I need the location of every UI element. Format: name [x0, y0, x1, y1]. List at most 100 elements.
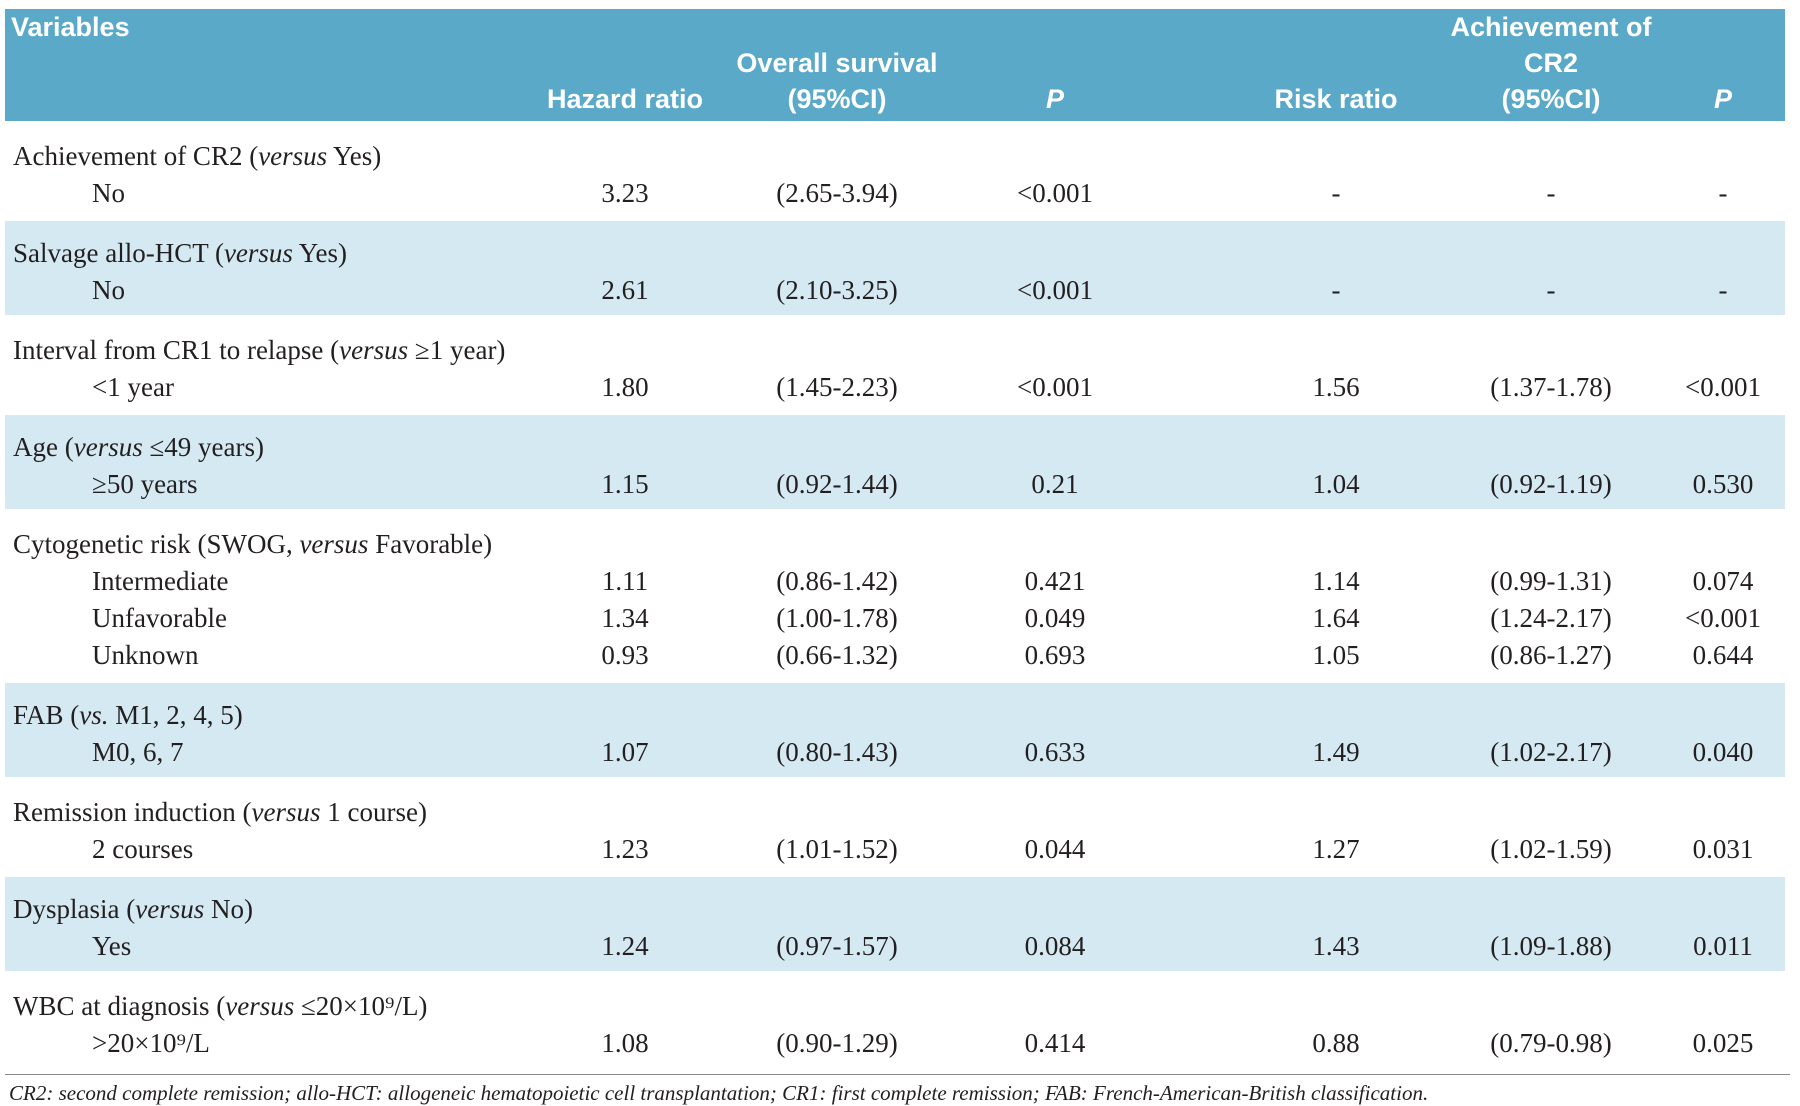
italic-text: versus [225, 991, 295, 1021]
cell: 0.693 [1024, 640, 1086, 670]
group-label: Dysplasia (versus No) [5, 875, 1785, 928]
data-row: Unfavorable 1.34 (1.00-1.78) 0.049 1.64 (1.24… [5, 600, 1785, 637]
cell: <0.001 [1685, 603, 1761, 633]
group-label: Age (versus ≤49 years) [5, 413, 1785, 466]
cell: (1.45-2.23) [776, 372, 898, 402]
cell: (0.66-1.32) [776, 640, 898, 670]
text: Age ( [13, 432, 74, 462]
header-cell [1151, 9, 1441, 81]
cell: 0.88 [1312, 1028, 1360, 1058]
header-cell [1661, 9, 1785, 81]
cell: 0.644 [1692, 640, 1754, 670]
variable-level: <1 year [92, 372, 174, 402]
cell: 0.084 [959, 928, 1151, 973]
cell: 0.421 [1024, 566, 1086, 596]
cell: 1.07 [535, 734, 715, 779]
italic-text: vs. [79, 700, 109, 730]
italic-text: versus [339, 335, 409, 365]
cell: 0.044 [1024, 834, 1086, 864]
text: FAB ( [13, 700, 80, 730]
cell: 1.80 [601, 372, 649, 402]
group-label: Cytogenetic risk (SWOG, versus Favorable… [5, 511, 1785, 564]
text: Cytogenetic risk (SWOG, [13, 529, 300, 559]
cell: 1.23 [601, 834, 649, 864]
variable-level: Intermediate [92, 566, 229, 596]
group-label-row: Dysplasia (versus No) [5, 875, 1785, 928]
group-label-row: Interval from CR1 to relapse (versus ≥1 … [5, 317, 1785, 370]
data-row: ≥50 years 1.15 (0.92-1.44) 0.21 1.04 (0.92-1.… [5, 466, 1785, 511]
cell: (0.99-1.31) [1490, 566, 1612, 596]
text: Salvage allo-HCT ( [13, 238, 224, 268]
text: ≥1 year) [408, 335, 506, 365]
cell: 1.05 [1312, 640, 1360, 670]
text: M1, 2, 4, 5) [108, 700, 243, 730]
text: No) [204, 894, 253, 924]
italic-text: versus [299, 529, 369, 559]
results-table: Variables Overall survival Achievement o… [5, 9, 1785, 1068]
table-container: Variables Overall survival Achievement o… [5, 9, 1790, 1106]
data-row: 2 courses 1.23 (1.01-1.52) 0.044 1.27 (1.02-1… [5, 831, 1785, 876]
header-cell: (95%CI) [715, 81, 959, 123]
table-header: Variables Overall survival Achievement o… [5, 9, 1785, 123]
variable-level: Yes [5, 928, 535, 973]
variable-level: Unknown [92, 640, 199, 670]
group-label-row: FAB (vs. M1, 2, 4, 5) [5, 681, 1785, 734]
footnote: CR2: second complete remission; allo-HCT… [5, 1074, 1790, 1106]
cell: 1.56 [1312, 372, 1360, 402]
group-label-row: Cytogenetic risk (SWOG, versus Favorable… [5, 511, 1785, 564]
data-row: <1 year 1.80 (1.45-2.23) <0.001 1.56 (1.37-1.… [5, 369, 1785, 414]
group-label-row: Salvage allo-HCT (versus Yes) [5, 219, 1785, 272]
row-group: Interval from CR1 to relapse (versus ≥1 … [5, 316, 1785, 414]
cell: (1.37-1.78) [1490, 372, 1612, 402]
variable-level: 2 courses [92, 834, 194, 864]
variable-level: Unfavorable [92, 603, 227, 633]
page: Table {"header": {"variables": "Variable… [5, 9, 1790, 1105]
cell: 0.074 [1692, 566, 1754, 596]
header-cell: Risk ratio [1151, 81, 1441, 123]
group-label: Remission induction (versus 1 course) [5, 779, 1785, 832]
data-row: Yes 1.24 (0.97-1.57) 0.084 1.43 (1.09-1.88) 0.… [5, 928, 1785, 973]
cell: 1.15 [535, 466, 715, 511]
group-label: Salvage allo-HCT (versus Yes) [5, 219, 1785, 272]
text: ≤20×10⁹/L) [294, 991, 428, 1021]
row-group: FAB (vs. M1, 2, 4, 5) M0, 6, 7 1.07 (0.80-1… [5, 681, 1785, 779]
cell: 0.040 [1661, 734, 1785, 779]
row-group: Achievement of CR2 (versus Yes) No 3.23 (2.… [5, 122, 1785, 220]
row-group: Salvage allo-HCT (versus Yes) No 2.61 (2.10… [5, 219, 1785, 317]
row-group: Remission induction (versus 1 course) 2 c… [5, 778, 1785, 876]
italic-text: versus [73, 432, 143, 462]
header-cell: (95%CI) [1441, 81, 1661, 123]
data-row: M0, 6, 7 1.07 (0.80-1.43) 0.633 1.49 (1.02-2.… [5, 734, 1785, 779]
cell: (2.65-3.94) [776, 178, 898, 208]
header-cell: Variables [5, 9, 535, 123]
italic-text: versus [223, 238, 293, 268]
group-label: FAB (vs. M1, 2, 4, 5) [5, 681, 1785, 734]
cell: 3.23 [601, 178, 649, 208]
cell: - [1718, 178, 1728, 208]
cell: 2.61 [535, 272, 715, 317]
italic-text: versus [135, 894, 205, 924]
cell: 0.633 [959, 734, 1151, 779]
group-label: Achievement of CR2 (versus Yes) [5, 123, 1785, 176]
cell: (0.92-1.44) [715, 466, 959, 511]
cell: - [1151, 272, 1441, 317]
header-cell: Achievement of CR2 [1441, 9, 1661, 81]
data-row: Intermediate 1.11 (0.86-1.42) 0.421 1.14 (0.9… [5, 563, 1785, 600]
group-label-row: WBC at diagnosis (versus ≤20×10⁹/L) [5, 973, 1785, 1026]
variable-level: M0, 6, 7 [5, 734, 535, 779]
cell: (1.01-1.52) [776, 834, 898, 864]
cell: (0.97-1.57) [715, 928, 959, 973]
cell: 0.21 [959, 466, 1151, 511]
cell: 0.011 [1661, 928, 1785, 973]
header-cell: P [959, 81, 1151, 123]
cell: 0.031 [1692, 834, 1754, 864]
cell: 1.14 [1312, 566, 1360, 596]
row-group: WBC at diagnosis (versus ≤20×10⁹/L) >20×1… [5, 972, 1785, 1069]
cell: 0.049 [1024, 603, 1086, 633]
cell: 1.64 [1312, 603, 1360, 633]
variable-level: No [5, 272, 535, 317]
header-cell [535, 9, 715, 81]
cell: (1.24-2.17) [1490, 603, 1612, 633]
cell: (0.86-1.27) [1490, 640, 1612, 670]
text: Remission induction ( [13, 797, 252, 827]
